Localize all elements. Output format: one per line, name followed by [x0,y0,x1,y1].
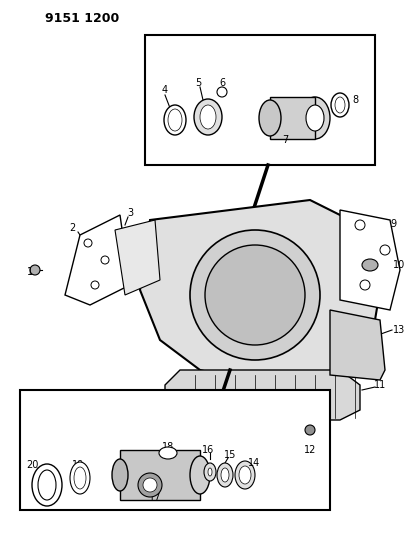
Ellipse shape [164,105,186,135]
Circle shape [205,245,305,345]
Polygon shape [165,370,360,420]
Text: 12: 12 [304,445,316,455]
Text: 20: 20 [26,460,38,470]
Ellipse shape [32,464,62,506]
Ellipse shape [168,109,182,131]
Ellipse shape [200,105,216,129]
Text: 6: 6 [219,78,225,88]
Text: 8: 8 [352,95,358,105]
Ellipse shape [112,459,128,491]
Circle shape [360,280,370,290]
Text: 10: 10 [393,260,405,270]
Ellipse shape [159,447,177,459]
Circle shape [30,265,40,275]
Text: 9151 1200: 9151 1200 [45,12,119,25]
Ellipse shape [74,467,86,489]
Circle shape [101,256,109,264]
Text: 9: 9 [390,219,396,229]
Ellipse shape [306,105,324,131]
Ellipse shape [217,463,233,487]
Text: 5: 5 [195,78,201,88]
Circle shape [143,478,157,492]
Circle shape [84,239,92,247]
Ellipse shape [331,93,349,117]
Ellipse shape [190,456,210,494]
Text: 4: 4 [162,85,168,95]
Text: 2: 2 [69,223,75,233]
Ellipse shape [335,97,345,113]
Circle shape [138,473,162,497]
Polygon shape [330,310,385,380]
Text: 15: 15 [224,450,236,460]
Polygon shape [115,220,160,295]
Ellipse shape [208,468,212,476]
Polygon shape [65,215,130,305]
Text: 1: 1 [27,267,33,277]
Circle shape [305,425,315,435]
Polygon shape [140,200,380,390]
Text: 18: 18 [162,442,174,452]
Text: 13: 13 [393,325,405,335]
Circle shape [355,220,365,230]
Polygon shape [270,97,315,139]
Text: 19: 19 [72,460,84,470]
Text: 11: 11 [374,380,386,390]
Text: 7: 7 [282,135,288,145]
Ellipse shape [235,461,255,489]
Circle shape [380,245,390,255]
Ellipse shape [194,99,222,135]
Ellipse shape [300,97,330,139]
Polygon shape [120,450,200,500]
Circle shape [91,281,99,289]
Ellipse shape [221,468,229,482]
Text: 17: 17 [149,493,161,503]
FancyBboxPatch shape [20,390,330,510]
Ellipse shape [38,470,56,500]
Circle shape [190,230,320,360]
Text: 16: 16 [202,445,214,455]
Ellipse shape [70,462,90,494]
Ellipse shape [362,259,378,271]
FancyBboxPatch shape [145,35,375,165]
Circle shape [217,87,227,97]
Polygon shape [340,210,400,310]
Ellipse shape [259,100,281,136]
Ellipse shape [239,466,251,484]
Text: 3: 3 [127,208,133,218]
Text: 14: 14 [248,458,260,468]
Ellipse shape [204,463,216,481]
